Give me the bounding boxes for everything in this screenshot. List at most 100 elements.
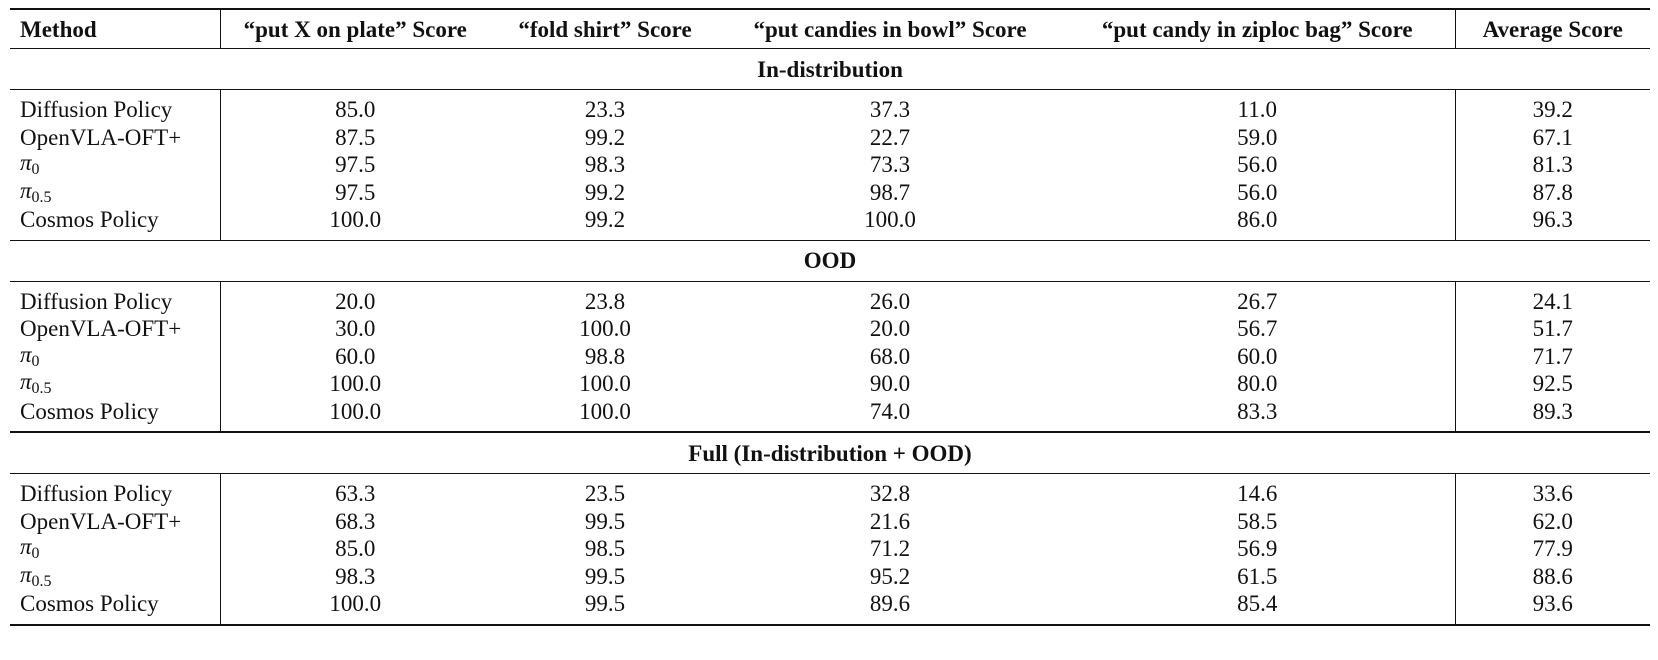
table-row: Diffusion Policy 20.0 23.8 26.0 26.7 24.1 [10,281,1650,315]
section-title: In-distribution [10,48,1650,90]
score-put-x-on-plate: 100.0 [219,397,490,432]
method-symbol: π [20,534,32,560]
method-name: π0.5 [10,563,220,591]
score-fold-shirt: 100.0 [579,371,631,397]
header-method: Method [10,8,220,49]
score-fold-shirt: 98.3 [584,152,626,178]
method-symbol: π [20,177,32,203]
score-put-x-on-plate: 100.0 [219,590,490,626]
score-put-candies-in-bowl: 74.0 [869,398,911,424]
method-name: OpenVLA-OFT+ [20,508,182,534]
score-put-candy-in-ziploc-bag: 11.0 [1237,97,1277,123]
table-row: π0 60.0 98.8 68.0 60.0 71.7 [10,342,1650,370]
score-put-candy-in-ziploc-bag: 60.0 [1237,343,1278,369]
method-symbol: π [20,561,32,587]
table-row: Cosmos Policy 100.0 99.2 100.0 86.0 96.3 [10,206,1650,240]
method-subscript: 0.5 [31,380,52,398]
score-put-candy-in-ziploc-bag: 80.0 [1237,371,1278,397]
section-title: Full (In-distribution + OOD) [10,431,1650,474]
score-put-x-on-plate: 30.0 [219,315,490,343]
score-put-x-on-plate: 68.3 [219,507,490,535]
score-put-candy-in-ziploc-bag: 59.0 [1237,124,1278,150]
score-put-x-on-plate: 20.0 [219,281,490,315]
score-put-candies-in-bowl: 26.0 [869,288,911,314]
score-average: 81.3 [1454,151,1650,179]
method-subscript: 0.5 [31,188,52,206]
method-name: π0.5 [10,370,220,398]
table-row: Diffusion Policy 63.3 23.5 32.8 14.6 33.6 [10,473,1650,508]
score-average: 51.7 [1454,315,1650,343]
score-average: 71.7 [1454,342,1650,370]
table-row: OpenVLA-OFT+ 30.0 100.0 20.0 56.7 51.7 [10,315,1650,343]
score-put-x-on-plate: 98.3 [219,562,490,590]
method-name: Diffusion Policy [20,481,173,507]
header-task-fold-shirt: “fold shirt” Score [490,8,720,49]
score-average: 67.1 [1454,123,1650,151]
score-average: 88.6 [1454,562,1650,590]
score-put-candy-in-ziploc-bag: 56.9 [1237,536,1278,562]
score-put-candies-in-bowl: 89.6 [720,590,1060,626]
score-put-candies-in-bowl: 37.3 [869,97,911,123]
method-name: Cosmos Policy [20,207,159,233]
score-put-candies-in-bowl: 22.7 [869,124,911,150]
score-average: 62.0 [1454,507,1650,535]
score-fold-shirt: 100.0 [579,316,631,342]
score-put-x-on-plate: 97.5 [219,178,490,206]
method-symbol: π [20,150,32,176]
method-symbol: π [20,369,32,395]
score-fold-shirt: 23.8 [584,288,626,314]
score-put-candies-in-bowl: 71.2 [869,536,911,562]
section-header-row: Full (In-distribution + OOD) [10,431,1650,474]
table-row: π0.5 97.5 99.2 98.7 56.0 87.8 [10,178,1650,207]
score-put-candy-in-ziploc-bag: 58.5 [1237,508,1278,534]
score-put-candy-in-ziploc-bag: 56.7 [1237,316,1278,342]
score-fold-shirt: 100.0 [579,398,631,424]
score-put-candies-in-bowl: 73.3 [869,152,911,178]
score-put-x-on-plate: 85.0 [219,535,490,563]
table-row: OpenVLA-OFT+ 87.5 99.2 22.7 59.0 67.1 [10,123,1650,151]
section-title: OOD [10,239,1650,282]
table-row: OpenVLA-OFT+ 68.3 99.5 21.6 58.5 62.0 [10,507,1650,535]
score-average: 89.3 [1454,397,1650,432]
table-row: Cosmos Policy 100.0 99.5 89.6 85.4 93.6 [10,590,1650,626]
score-fold-shirt: 98.5 [584,536,626,562]
score-put-candies-in-bowl: 20.0 [869,316,911,342]
score-put-candy-in-ziploc-bag: 86.0 [1237,207,1278,233]
score-average: 33.6 [1454,473,1650,508]
table-row: π0 85.0 98.5 71.2 56.9 77.9 [10,535,1650,563]
header-task-put-candy-in-ziploc-bag: “put candy in ziploc bag” Score [1060,8,1455,49]
score-put-x-on-plate: 100.0 [219,370,490,398]
score-put-candies-in-bowl: 95.2 [869,563,911,589]
score-put-candies-in-bowl: 100.0 [864,207,916,233]
method-name: π0 [10,151,220,179]
score-put-candy-in-ziploc-bag: 85.4 [1060,590,1455,626]
score-put-x-on-plate: 63.3 [219,473,490,508]
score-fold-shirt: 99.5 [584,563,626,589]
score-put-candy-in-ziploc-bag: 83.3 [1237,398,1278,424]
score-put-candy-in-ziploc-bag: 26.7 [1237,288,1278,314]
score-put-x-on-plate: 97.5 [219,151,490,179]
score-put-candies-in-bowl: 21.6 [869,508,911,534]
score-average: 39.2 [1454,89,1650,124]
header-task-put-x-on-plate: “put X on plate” Score [219,8,490,49]
score-fold-shirt: 99.5 [584,508,626,534]
method-name: Cosmos Policy [10,590,220,626]
score-average: 87.8 [1454,178,1650,206]
method-subscript: 0 [31,161,40,179]
score-fold-shirt: 99.5 [490,590,720,626]
table-row: Cosmos Policy 100.0 100.0 74.0 83.3 89.3 [10,397,1650,432]
score-put-candy-in-ziploc-bag: 56.0 [1237,179,1278,205]
score-fold-shirt: 99.2 [584,207,626,233]
score-fold-shirt: 23.5 [584,481,626,507]
table-row: π0 97.5 98.3 73.3 56.0 81.3 [10,151,1650,179]
score-average: 77.9 [1454,535,1650,563]
score-average: 92.5 [1454,370,1650,398]
score-put-candy-in-ziploc-bag: 56.0 [1237,152,1278,178]
score-put-x-on-plate: 60.0 [219,342,490,370]
score-fold-shirt: 99.2 [584,179,626,205]
method-name: Diffusion Policy [20,97,173,123]
method-subscript: 0 [31,545,40,563]
results-table: Method “put X on plate” Score “fold shir… [10,8,1650,626]
method-name: π0.5 [10,179,220,207]
